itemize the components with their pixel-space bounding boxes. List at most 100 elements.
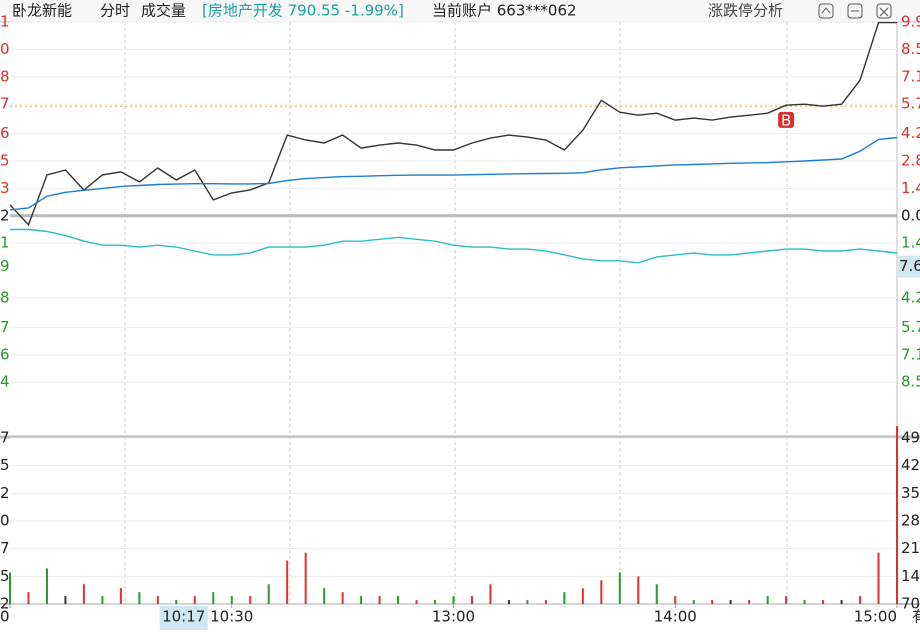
- icon: [879, 7, 889, 17]
- left-tick-label: 2: [0, 484, 10, 502]
- icon-button[interactable]: [847, 3, 863, 19]
- icon-button[interactable]: [818, 3, 834, 19]
- volume-bar: [729, 600, 732, 604]
- volume-bar: [896, 426, 898, 604]
- y-tick-label: 28: [901, 512, 920, 530]
- volume-bar: [45, 568, 48, 604]
- y-tick-label: 5.7: [901, 318, 920, 336]
- x-tick-label: 14:00: [654, 608, 697, 626]
- left-tick-label: 6: [0, 345, 10, 363]
- volume-bar: [840, 600, 843, 604]
- sector-info: [房地产开发 790.55 -1.99%]: [202, 2, 404, 20]
- left-tick-label: 0: [0, 40, 10, 58]
- left-tick-label: 6: [0, 124, 10, 142]
- y-tick-label: 4.2: [901, 124, 920, 142]
- volume-bar: [785, 596, 788, 604]
- account: 当前账户 663***062: [432, 2, 577, 20]
- volume-bar: [563, 592, 566, 604]
- cursor-x-label: 10:17: [162, 608, 205, 626]
- cursor-x-box: [159, 606, 208, 630]
- left-tick-label: 8: [0, 67, 10, 85]
- y-tick-label: 1.4: [901, 234, 920, 252]
- volume-bar: [341, 592, 344, 604]
- y-tick-label: 8.5: [901, 40, 920, 58]
- volume-bar: [378, 596, 381, 604]
- left-tick-label: 3: [0, 179, 10, 197]
- tool-button[interactable]: 涨跌停分析: [708, 2, 783, 20]
- volume-bar: [230, 596, 233, 604]
- volume-bar: [766, 596, 769, 604]
- x-tick-label: 15:00: [854, 608, 897, 626]
- volume-bar: [803, 600, 806, 604]
- volume-bar: [286, 560, 289, 604]
- volume-bar: [397, 596, 400, 604]
- icons: [818, 3, 892, 19]
- volume-bar: [470, 596, 473, 604]
- volume-bar: [249, 596, 252, 604]
- volume-bar: [193, 596, 196, 604]
- marker-box: [778, 111, 795, 128]
- price-line: [9, 136, 898, 211]
- y-tick-label: 8.5: [901, 373, 920, 391]
- volume-bar: [489, 584, 492, 604]
- volume-bar: [64, 596, 67, 604]
- left-tick-label: 7: [0, 539, 10, 557]
- tab[interactable]: 成交量: [141, 2, 186, 20]
- y-tick-label: 0.0: [901, 206, 920, 224]
- y-tick-label: 49: [901, 429, 920, 447]
- volume-bar: [452, 596, 455, 604]
- corner-text: 有: [912, 608, 920, 626]
- y-tick-label: 1.4: [901, 179, 920, 197]
- volume-bar: [175, 600, 178, 604]
- x-tick-label: 10:30: [210, 608, 253, 626]
- header-bar: [0, 0, 920, 22]
- volume-bar: [711, 600, 714, 604]
- x-tick-label: 0: [0, 608, 10, 626]
- left-tick-label: 7: [0, 95, 10, 113]
- volume-bar: [119, 588, 122, 604]
- volume-bar: [304, 552, 307, 604]
- y-tick-label: 7.1: [901, 67, 920, 85]
- volume-bar: [101, 596, 104, 604]
- left-tick-label: 4: [0, 373, 10, 391]
- price-line: [9, 21, 897, 227]
- volume-bar: [360, 596, 363, 604]
- left-tick-label: 2: [0, 595, 10, 613]
- price-line: [10, 228, 898, 264]
- left-tick-label: 7: [0, 318, 10, 336]
- volume-bar: [9, 572, 11, 604]
- volume-bar: [415, 600, 418, 604]
- left-tick-label: 1: [0, 234, 10, 252]
- y-tick-label: 9.9: [901, 13, 920, 31]
- y-tick-label: 21: [901, 539, 920, 557]
- left-tick-label: 1: [0, 13, 10, 31]
- left-tick-label: 9: [0, 257, 10, 275]
- left-tick-label: 0: [0, 512, 10, 530]
- volume-bar: [212, 592, 215, 604]
- tab[interactable]: 分时: [100, 2, 130, 20]
- y-tick-label: 4.2: [901, 289, 920, 307]
- volume-bar: [655, 584, 658, 604]
- y-tick-label: 5.7: [901, 95, 920, 113]
- volume-bar: [27, 592, 30, 604]
- left-tick-label: 2: [0, 206, 10, 224]
- y-tick-label: 42: [901, 456, 920, 474]
- y-tick-label: 14: [901, 567, 920, 585]
- left-tick-label: 8: [0, 289, 10, 307]
- left-tick-label: 7: [0, 429, 10, 447]
- marker-label: B: [781, 111, 791, 129]
- x-tick-label: 13:00: [432, 608, 475, 626]
- volume-bar: [526, 600, 529, 604]
- left-tick-label: 5: [0, 567, 10, 585]
- volume-bar: [544, 600, 547, 604]
- volume-bar: [822, 600, 825, 604]
- y-tick-label: 7.1: [901, 345, 920, 363]
- cursor-y-box: [897, 255, 920, 278]
- icon-button[interactable]: [876, 3, 892, 19]
- volume-bar: [674, 596, 677, 604]
- volume-bar: [434, 600, 437, 604]
- left-tick-label: 5: [0, 456, 10, 474]
- y-tick-label: 2.8: [901, 151, 920, 169]
- volume-bar: [82, 584, 85, 604]
- volume-bar: [692, 600, 695, 604]
